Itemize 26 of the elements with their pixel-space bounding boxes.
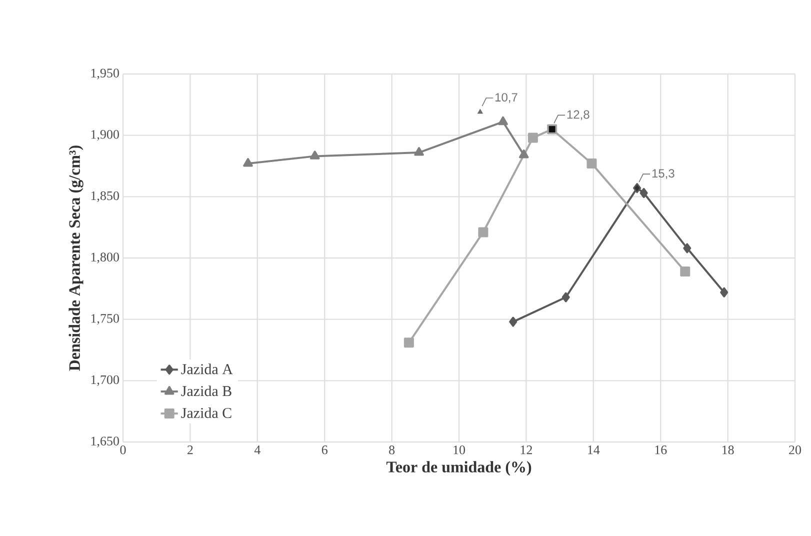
y-tick-label: 1,800 xyxy=(91,252,119,264)
x-tick-label: 18 xyxy=(722,446,734,454)
x-axis-title: Teor de umidade (%) xyxy=(386,461,532,476)
legend-label: Jazida C xyxy=(181,408,232,418)
y-tick-label: 1,750 xyxy=(91,314,119,325)
x-tick-label: 10 xyxy=(454,446,466,454)
y-tick-label: 1,700 xyxy=(91,375,119,386)
y-tick-label: 1,850 xyxy=(91,191,119,202)
x-tick-label: 8 xyxy=(389,446,395,454)
x-tick-label: 16 xyxy=(655,446,667,454)
y-axis-title: Densidade Aparente Seca (g/cm³) xyxy=(68,146,84,371)
y-tick-label: 1,950 xyxy=(91,68,119,80)
x-tick-label: 4 xyxy=(254,446,260,454)
annotation: 10,7 xyxy=(495,93,518,103)
x-tick-label: 12 xyxy=(520,446,532,454)
legend-label: Jazida A xyxy=(181,364,233,374)
x-tick-label: 0 xyxy=(120,446,126,454)
legend-label: Jazida B xyxy=(181,386,232,396)
x-tick-label: 20 xyxy=(789,446,802,454)
annotation: 12,8 xyxy=(567,110,590,120)
x-tick-label: 14 xyxy=(588,446,600,454)
x-tick-label: 2 xyxy=(188,446,193,454)
x-tick-label: 6 xyxy=(322,446,328,454)
y-tick-label: 1,900 xyxy=(91,130,119,141)
annotation: 15,3 xyxy=(652,169,674,180)
y-tick-label: 1,650 xyxy=(91,436,119,448)
